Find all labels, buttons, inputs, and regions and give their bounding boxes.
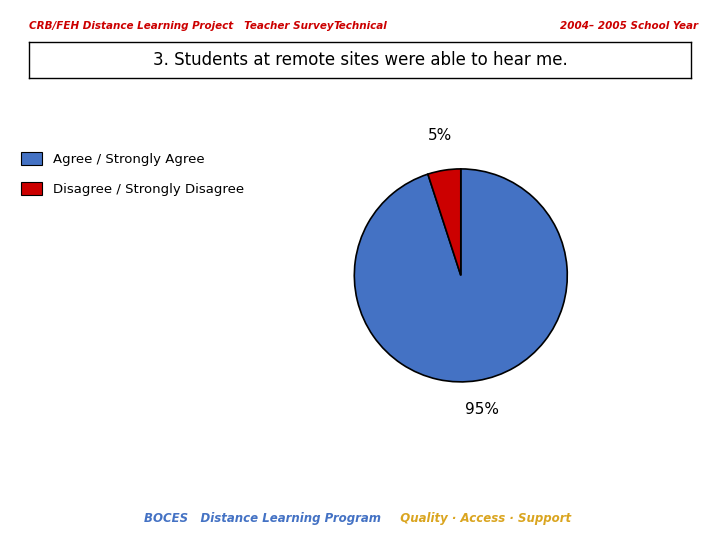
Legend: Agree / Strongly Agree, Disagree / Strongly Disagree: Agree / Strongly Agree, Disagree / Stron… (21, 152, 244, 196)
Wedge shape (428, 169, 461, 275)
Text: 3. Students at remote sites were able to hear me.: 3. Students at remote sites were able to… (153, 51, 567, 69)
Text: Technical: Technical (333, 21, 387, 31)
Text: 5%: 5% (428, 128, 451, 143)
Text: CRB/FEH Distance Learning Project   Teacher Survey: CRB/FEH Distance Learning Project Teache… (29, 21, 333, 31)
Text: BOCES   Distance Learning Program: BOCES Distance Learning Program (144, 512, 381, 525)
Text: 95%: 95% (465, 402, 499, 416)
Text: 2004– 2005 School Year: 2004– 2005 School Year (560, 21, 698, 31)
Wedge shape (354, 169, 567, 382)
Text: Quality · Access · Support: Quality · Access · Support (392, 512, 572, 525)
